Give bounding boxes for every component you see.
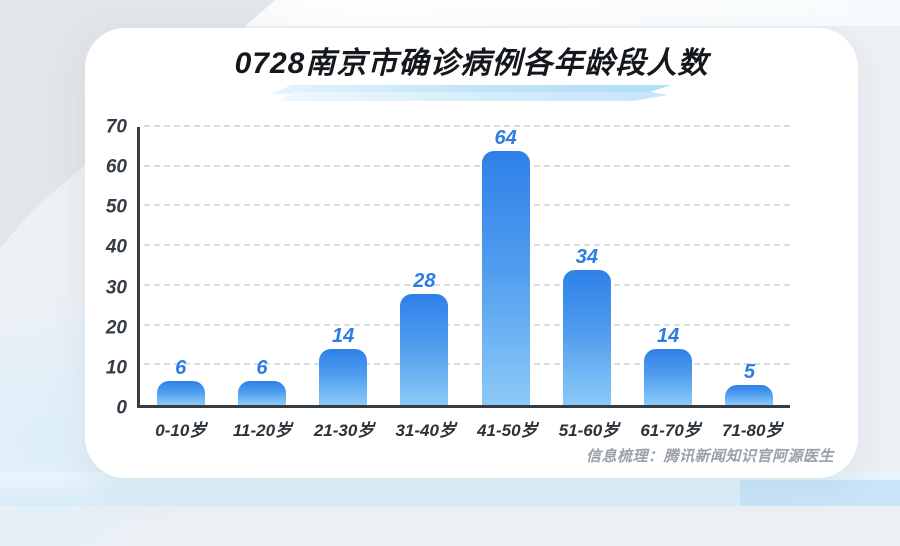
- bar: [400, 293, 449, 405]
- x-tick-label: 51-60岁: [558, 421, 620, 440]
- bar-value-label: 28: [413, 269, 436, 292]
- chart-card: 0728南京市确诊病例各年龄段人数 0 10 20 30 40 50 60 70 6 6 14 28…: [85, 28, 858, 478]
- x-tick-label: 0-10岁: [155, 421, 207, 440]
- bar: [644, 349, 693, 405]
- bar-slot: 6: [221, 127, 302, 405]
- bar: [156, 381, 205, 405]
- y-tick-label: 10: [105, 357, 127, 379]
- gridline: [144, 164, 790, 167]
- gridline: [144, 283, 790, 286]
- title-underline-swoosh: [271, 84, 672, 102]
- gridline: [144, 244, 790, 247]
- bar: [237, 381, 286, 405]
- bar-value-label: 14: [657, 325, 680, 348]
- plot-area: 6 6 14 28 64 34 14 5: [137, 125, 790, 408]
- swoosh-lower-stripe: [279, 92, 668, 101]
- bar: [319, 349, 368, 405]
- y-tick-label: 40: [105, 236, 127, 258]
- bar: [481, 150, 530, 405]
- x-tick-label: 71-80岁: [721, 421, 783, 440]
- chart-title: 0728南京市确诊病例各年龄段人数: [234, 47, 709, 80]
- bar: [562, 269, 611, 405]
- bar: [725, 385, 774, 405]
- y-tick-label: 70: [105, 116, 127, 138]
- background-bottom-right-accent: [740, 480, 900, 506]
- x-tick-label: 11-20岁: [232, 421, 293, 440]
- bar-slot: 6: [140, 127, 221, 405]
- bar-value-label: 6: [256, 357, 268, 380]
- bar-value-label: 34: [575, 245, 598, 268]
- x-tick-label: 41-50岁: [477, 421, 538, 440]
- bar-slot: 14: [303, 127, 384, 405]
- x-tick-label: 31-40岁: [395, 421, 456, 440]
- gridline: [144, 125, 790, 127]
- swoosh-upper-stripe: [271, 85, 672, 94]
- bar-slot: 34: [546, 127, 627, 405]
- y-tick-label: 20: [105, 317, 127, 339]
- x-tick-label: 21-30岁: [313, 421, 375, 440]
- bar-chart: 0 10 20 30 40 50 60 70 6 6 14 28 64 34 14 5 0-10岁 11-20…: [85, 118, 858, 441]
- y-tick-label: 60: [105, 156, 127, 178]
- source-attribution: 信息梳理：腾讯新闻知识官阿源医生: [585, 448, 834, 465]
- bar-slot: 14: [628, 127, 709, 405]
- bar-value-label: 14: [332, 325, 355, 348]
- y-tick-label: 30: [105, 277, 127, 299]
- gridline: [144, 204, 790, 207]
- bar-slot: 5: [709, 127, 790, 405]
- x-tick-label: 61-70岁: [640, 421, 701, 440]
- bar-value-label: 6: [175, 357, 187, 380]
- y-tick-label: 50: [105, 196, 127, 218]
- bar-value-label: 5: [743, 361, 755, 384]
- bars-row: 6 6 14 28 64 34 14 5: [140, 127, 790, 405]
- x-axis-labels: 0-10岁 11-20岁 21-30岁 31-40岁 41-50岁 51-60岁 61-70…: [140, 416, 793, 441]
- bar-slot: 28: [384, 127, 465, 405]
- bar-slot: 64: [465, 127, 546, 405]
- gridline: [144, 323, 790, 326]
- y-axis-ticks: 0 10 20 30 40 50 60 70: [85, 118, 137, 418]
- gridline: [144, 363, 790, 366]
- y-tick-label: 0: [116, 397, 127, 419]
- bar-value-label: 64: [494, 126, 517, 149]
